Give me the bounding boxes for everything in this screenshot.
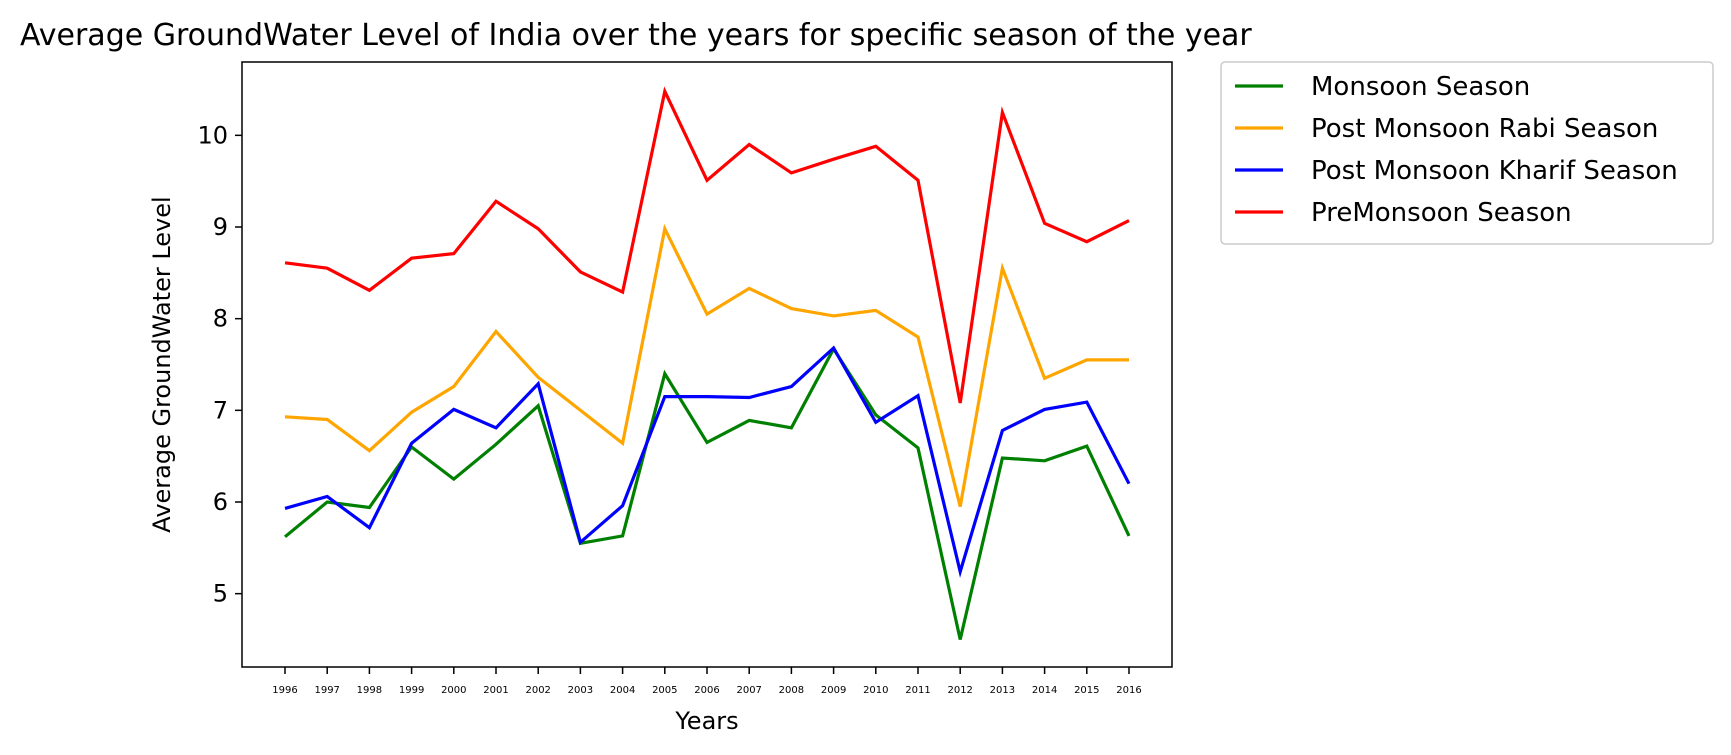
legend-label: Post Monsoon Kharif Season xyxy=(1311,156,1678,186)
legend-box xyxy=(1220,61,1714,245)
x-tick-label: 1999 xyxy=(399,685,424,696)
x-tick-label: 2009 xyxy=(821,685,846,696)
y-axis-label: Average GroundWater Level xyxy=(148,196,176,532)
legend-label: PreMonsoon Season xyxy=(1311,198,1572,228)
series-line-4 xyxy=(284,86,1130,404)
x-tick-label: 2003 xyxy=(568,685,593,696)
x-tick-label: 2014 xyxy=(1032,685,1057,696)
x-tick-label: 2005 xyxy=(652,685,677,696)
series-layer xyxy=(283,86,1131,640)
x-tick-label: 2000 xyxy=(441,685,466,696)
x-tick-label: 2013 xyxy=(990,685,1015,696)
x-axis-label: Years xyxy=(674,707,738,735)
x-tick-label: 2002 xyxy=(525,685,550,696)
y-tick-label: 5 xyxy=(213,580,228,608)
x-tick-label: 2004 xyxy=(610,685,635,696)
y-tick-label: 6 xyxy=(213,488,228,516)
x-tick-label: 2007 xyxy=(736,685,761,696)
series-line-3 xyxy=(284,345,1131,578)
chart-title: Average GroundWater Level of India over … xyxy=(20,18,1252,53)
x-tick-label: 2008 xyxy=(779,685,804,696)
x-tick-label: 1997 xyxy=(314,685,339,696)
x-tick-label: 1998 xyxy=(357,685,382,696)
x-tick-label: 2001 xyxy=(483,685,508,696)
plot-frame xyxy=(241,61,1173,668)
legend-label: Post Monsoon Rabi Season xyxy=(1311,114,1658,144)
x-tick-label: 2011 xyxy=(905,685,930,696)
y-tick-label: 8 xyxy=(213,305,228,333)
series-line-1 xyxy=(283,345,1131,640)
y-tick-label: 9 xyxy=(213,213,228,241)
legend: Monsoon Season Post Monsoon Rabi Season Po… xyxy=(1220,61,1714,245)
x-tick-label: 2012 xyxy=(947,685,972,696)
x-tick-label: 2015 xyxy=(1074,685,1099,696)
y-tick-label: 7 xyxy=(213,396,228,424)
legend-label: Monsoon Season xyxy=(1311,72,1530,102)
y-axis: 5 6 7 8 9 10 xyxy=(197,121,242,608)
series-line-2 xyxy=(284,223,1129,507)
x-axis: 1996 1997 1998 1999 2000 2001 2002 2003 2004 2005… xyxy=(272,667,1142,696)
x-tick-label: 2006 xyxy=(694,685,719,696)
y-tick-label: 10 xyxy=(197,121,228,149)
x-tick-label: 1996 xyxy=(272,685,297,696)
x-tick-label: 2016 xyxy=(1116,685,1141,696)
x-tick-label: 2010 xyxy=(863,685,888,696)
plot-area: 5 6 7 8 9 10 1996 1997 1998 1999 2000 2001 2002 2003… xyxy=(197,61,1173,696)
